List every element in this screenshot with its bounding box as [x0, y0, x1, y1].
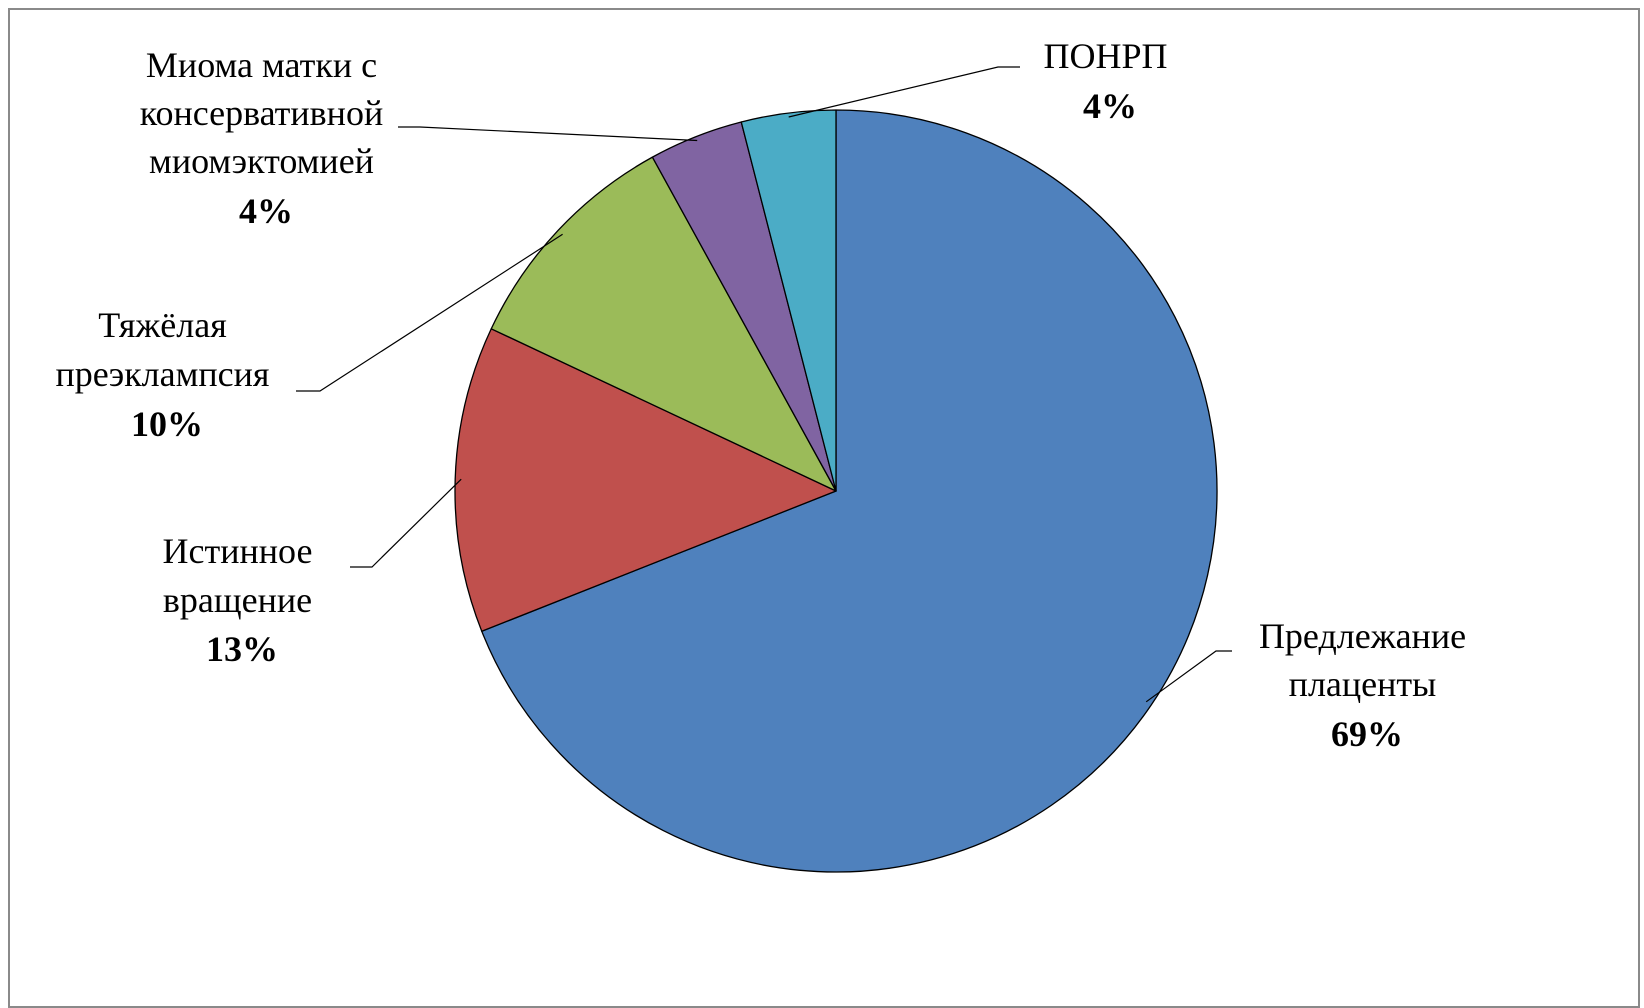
- slice-label-myoma: Миома матки с консервативной миомэктомие…: [140, 45, 392, 231]
- slice-label-line: миомэктомией: [149, 141, 374, 181]
- slice-label-line: консервативной: [140, 93, 383, 133]
- slice-label-line: Миома матки с: [146, 45, 377, 85]
- slice-label-placenta-previa: Предлежание плаценты 69%: [1259, 616, 1475, 754]
- pie-slice-placenta-accreta: [454, 328, 837, 632]
- slice-label-line: преэклампсия: [56, 354, 270, 394]
- pie-slice-placenta-previa: [481, 109, 1218, 873]
- slice-label-line: Предлежание: [1259, 616, 1466, 656]
- slice-label-line: Истинное: [163, 531, 313, 571]
- leader-line-preeclampsia: [296, 233, 563, 392]
- pie-chart: Предлежание плаценты 69% Истинное вращен…: [56, 36, 1475, 873]
- data-labels: Предлежание плаценты 69% Истинное вращен…: [56, 36, 1475, 754]
- slice-percent: 10%: [131, 404, 203, 444]
- slice-label-line: Тяжёлая: [98, 305, 227, 345]
- slices-layer: [454, 109, 1218, 873]
- leader-line-placental-abruption: [788, 66, 1020, 118]
- slice-label-placenta-accreta: Истинное вращение 13%: [163, 531, 322, 669]
- leader-line-placenta-accreta: [350, 478, 462, 568]
- slice-percent: 69%: [1331, 714, 1403, 754]
- pie-slice-placental-abruption: [740, 109, 837, 492]
- slice-label-line: ПОНРП: [1043, 36, 1167, 76]
- slice-label-line: вращение: [163, 580, 312, 620]
- slice-percent: 4%: [1083, 86, 1137, 126]
- slice-percent: 13%: [206, 629, 278, 669]
- leader-lines: [296, 66, 1232, 703]
- leader-line-placenta-previa: [1145, 650, 1232, 703]
- slice-label-placental-abruption: ПОНРП 4%: [1043, 36, 1176, 126]
- slice-percent: 4%: [239, 191, 293, 231]
- pie-slice-preeclampsia: [490, 156, 837, 492]
- slice-label-preeclampsia: Тяжёлая преэклампсия 10%: [56, 305, 279, 444]
- leader-line-myoma: [398, 126, 698, 142]
- slice-label-line: плаценты: [1289, 664, 1437, 704]
